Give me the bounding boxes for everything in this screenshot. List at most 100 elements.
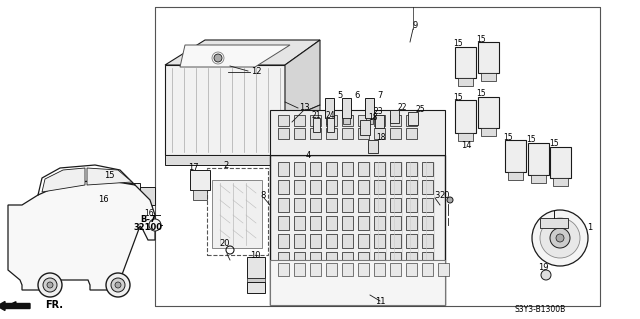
Bar — [278, 270, 289, 284]
Bar — [325, 98, 334, 118]
Bar — [326, 263, 337, 276]
Bar — [374, 270, 385, 284]
Bar — [190, 170, 210, 190]
Text: 16: 16 — [144, 210, 154, 219]
Bar — [310, 115, 321, 126]
Text: 12: 12 — [251, 66, 261, 76]
Text: 14: 14 — [461, 140, 471, 150]
Bar — [342, 252, 353, 266]
Bar — [342, 216, 353, 230]
Text: B-7: B-7 — [140, 214, 156, 224]
Bar — [294, 216, 305, 230]
Bar — [438, 263, 449, 276]
Bar — [406, 252, 417, 266]
Bar — [422, 162, 433, 176]
Bar — [108, 178, 124, 200]
Bar — [278, 252, 289, 266]
Bar — [326, 234, 337, 248]
Bar — [422, 198, 433, 212]
FancyArrow shape — [0, 301, 30, 310]
Bar — [278, 115, 289, 126]
Bar — [326, 288, 337, 302]
Bar — [360, 120, 370, 135]
Bar — [278, 288, 289, 302]
Bar — [342, 263, 353, 276]
Bar — [358, 234, 369, 248]
Bar — [278, 180, 289, 194]
Bar — [310, 198, 321, 212]
Bar — [406, 216, 417, 230]
Bar — [212, 180, 262, 248]
Polygon shape — [285, 105, 320, 130]
Bar — [358, 162, 369, 176]
Bar — [326, 162, 337, 176]
Text: 16: 16 — [98, 196, 108, 204]
Bar — [374, 263, 385, 276]
Text: 24: 24 — [325, 110, 335, 120]
Bar — [422, 234, 433, 248]
Text: 19: 19 — [538, 263, 548, 271]
Bar — [390, 110, 399, 123]
Bar — [111, 200, 121, 208]
Bar — [358, 198, 369, 212]
Bar — [270, 260, 445, 305]
Bar — [327, 118, 334, 132]
Bar — [326, 180, 337, 194]
Bar — [342, 115, 353, 126]
Bar — [358, 270, 369, 284]
Bar — [294, 128, 305, 139]
Text: 17: 17 — [188, 162, 198, 172]
Bar — [406, 288, 417, 302]
Polygon shape — [285, 40, 320, 120]
Text: 2: 2 — [223, 160, 228, 169]
Bar — [531, 175, 546, 183]
Bar — [390, 180, 401, 194]
Bar — [140, 187, 155, 205]
Bar — [422, 252, 433, 266]
Bar — [553, 178, 568, 186]
Bar — [455, 100, 476, 133]
Bar — [390, 128, 401, 139]
Text: 15: 15 — [453, 40, 463, 48]
Bar — [294, 180, 305, 194]
Bar — [406, 198, 417, 212]
Bar — [478, 42, 499, 73]
Bar — [455, 47, 476, 78]
Bar — [374, 162, 385, 176]
Circle shape — [540, 218, 580, 258]
Text: 15: 15 — [549, 139, 559, 149]
Bar — [550, 147, 571, 178]
Bar — [374, 128, 385, 139]
Bar — [207, 168, 268, 255]
Bar — [278, 128, 289, 139]
Bar — [310, 263, 321, 276]
Bar — [278, 234, 289, 248]
Circle shape — [556, 234, 564, 242]
Bar — [247, 282, 265, 293]
Text: 15: 15 — [476, 34, 486, 43]
Bar — [326, 118, 333, 124]
Bar — [422, 180, 433, 194]
Circle shape — [43, 278, 57, 292]
Bar — [368, 140, 378, 153]
Bar — [310, 128, 321, 139]
Bar — [294, 252, 305, 266]
Bar — [358, 216, 369, 230]
Text: 15: 15 — [453, 93, 463, 101]
Circle shape — [111, 278, 125, 292]
Bar — [310, 180, 321, 194]
Text: 1: 1 — [588, 224, 593, 233]
Bar — [540, 218, 568, 228]
Bar — [342, 288, 353, 302]
Bar — [342, 98, 351, 118]
Polygon shape — [165, 40, 320, 65]
Bar — [294, 115, 305, 126]
Text: 13: 13 — [299, 102, 309, 112]
Bar — [278, 216, 289, 230]
Polygon shape — [42, 168, 85, 192]
Bar — [390, 115, 401, 126]
Bar — [458, 133, 473, 141]
Bar — [478, 97, 499, 128]
Bar — [374, 180, 385, 194]
Bar — [124, 183, 140, 203]
